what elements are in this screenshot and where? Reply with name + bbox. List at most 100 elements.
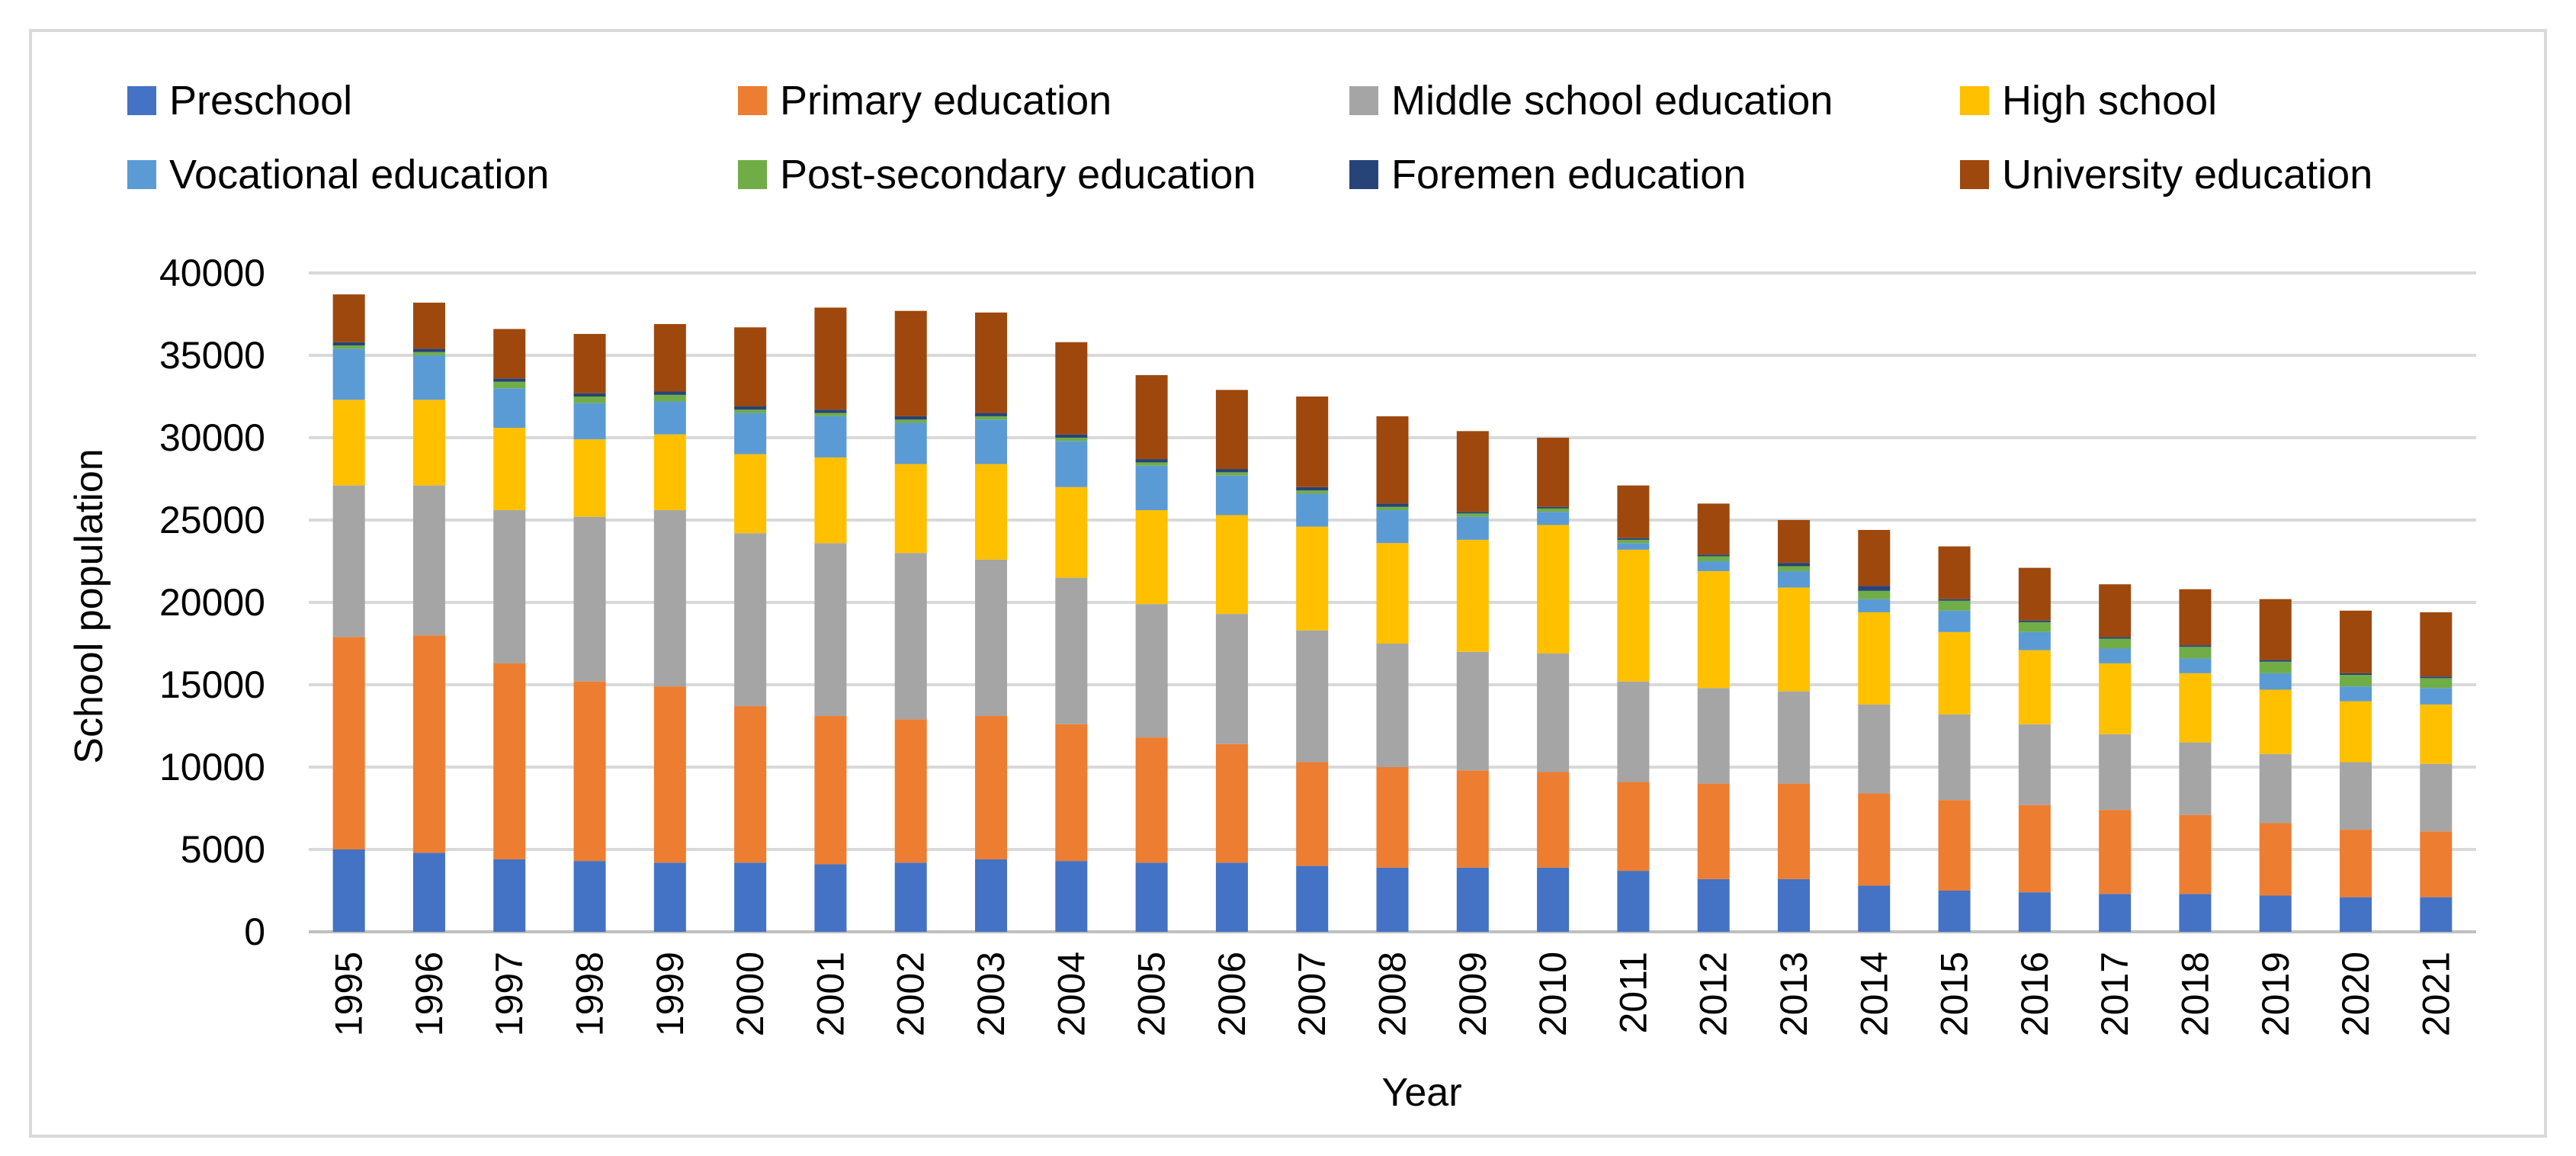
bar-segment — [2179, 658, 2212, 673]
chart-border — [29, 29, 2547, 1138]
x-tick-label: 2006 — [1211, 952, 1253, 1036]
bar-segment — [2259, 823, 2292, 896]
bar-segment — [1697, 503, 1730, 555]
bar-segment — [1376, 767, 1409, 868]
bar-segment — [1055, 577, 1088, 724]
bar-segment — [1697, 688, 1730, 784]
x-tick-label: 2010 — [1532, 952, 1574, 1036]
bar-segment — [332, 400, 365, 486]
bar-segment — [975, 559, 1008, 717]
bar-segment — [1296, 762, 1329, 866]
bar-segment — [2340, 686, 2372, 702]
bar-segment — [2099, 663, 2132, 734]
bar-segment — [1938, 546, 1971, 599]
bar-segment — [1697, 556, 1730, 561]
bar-segment — [1777, 520, 1810, 564]
bar-segment — [2179, 645, 2212, 647]
bar-segment — [2340, 762, 2372, 830]
bar-segment — [1537, 525, 1570, 653]
bar-segment — [814, 416, 847, 458]
bar-segment — [493, 510, 526, 663]
bar-segment — [1055, 861, 1088, 932]
x-tick-label: 2003 — [970, 952, 1012, 1036]
bar-segment — [1456, 431, 1489, 512]
bar-segment — [1777, 570, 1810, 588]
bar-segment — [412, 635, 445, 853]
bar-segment — [1938, 891, 1971, 932]
bar-segment — [814, 716, 847, 865]
bar-segment — [975, 312, 1008, 413]
bar-segment — [2179, 589, 2212, 646]
bar-segment — [2099, 810, 2132, 894]
bar-segment — [1537, 867, 1570, 932]
bar-segment — [573, 403, 606, 440]
bar-segment — [2259, 689, 2292, 754]
bar-segment — [573, 333, 606, 393]
bar-segment — [1135, 510, 1168, 605]
bar-segment — [975, 413, 1008, 416]
legend-swatch — [1960, 160, 1989, 189]
bar-segment — [573, 393, 606, 397]
bar-segment — [2018, 724, 2051, 805]
bar-segment — [894, 422, 927, 464]
bar-segment — [653, 862, 686, 932]
bar-segment — [1055, 441, 1088, 487]
bar-segment — [1376, 510, 1409, 544]
bar-segment — [2340, 610, 2372, 673]
bar-segment — [332, 348, 365, 400]
bar-segment — [1135, 737, 1168, 863]
bar-segment — [814, 409, 847, 413]
bar-segment — [1055, 724, 1088, 862]
bar-segment — [653, 323, 686, 392]
bar-segment — [1938, 800, 1971, 891]
bar-segment — [814, 307, 847, 410]
bar-segment — [1215, 472, 1248, 476]
legend-swatch — [127, 160, 156, 189]
y-tick-label: 30000 — [159, 416, 265, 459]
bar-segment — [573, 681, 606, 862]
bar-segment — [1215, 743, 1248, 863]
x-tick-label: 2002 — [890, 952, 932, 1036]
legend-swatch — [127, 86, 156, 115]
bar-segment — [1697, 783, 1730, 879]
bar-segment — [2259, 599, 2292, 660]
bar-segment — [1376, 644, 1409, 767]
legend-label: Post-secondary education — [780, 152, 1256, 197]
bar-segment — [573, 861, 606, 932]
y-axis-label: School population — [67, 448, 111, 763]
bar-segment — [734, 454, 767, 534]
x-tick-label: 2011 — [1612, 952, 1654, 1034]
bar-segment — [894, 419, 927, 423]
bar-segment — [2259, 895, 2292, 932]
bar-segment — [2420, 763, 2452, 832]
bar-segment — [493, 663, 526, 859]
x-axis-ticks: 1995 1996 1997 1998 1999 2000 2001 2002 2003 2004… — [328, 952, 2458, 1036]
bar-segment — [734, 533, 767, 707]
x-tick-label: 2012 — [1692, 952, 1735, 1036]
bar-segment — [493, 381, 526, 389]
bar-segment — [2099, 584, 2132, 637]
bar-segment — [1135, 462, 1168, 466]
y-tick-label: 20000 — [159, 581, 265, 624]
bar-segment — [1938, 631, 1971, 714]
bar-segment — [1376, 506, 1409, 511]
x-tick-label: 2016 — [2013, 952, 2056, 1036]
bar-segment — [2340, 701, 2372, 763]
bar-segment — [2018, 650, 2051, 724]
bar-segment — [2179, 894, 2212, 932]
bar-segment — [412, 348, 445, 352]
bar-segment — [975, 419, 1008, 464]
bar-segment — [332, 345, 365, 349]
bar-segment — [894, 416, 927, 420]
x-tick-label: 2019 — [2254, 952, 2297, 1036]
bar-segment — [573, 397, 606, 403]
bar-segment — [1055, 342, 1088, 435]
bar-segment — [1456, 539, 1489, 652]
x-tick-label: 2021 — [2414, 952, 2457, 1036]
bar-segment — [2018, 621, 2051, 632]
bar-segment — [653, 686, 686, 863]
bar-segment — [1777, 691, 1810, 784]
bar-segment — [412, 355, 445, 400]
bar-segment — [1055, 438, 1088, 442]
